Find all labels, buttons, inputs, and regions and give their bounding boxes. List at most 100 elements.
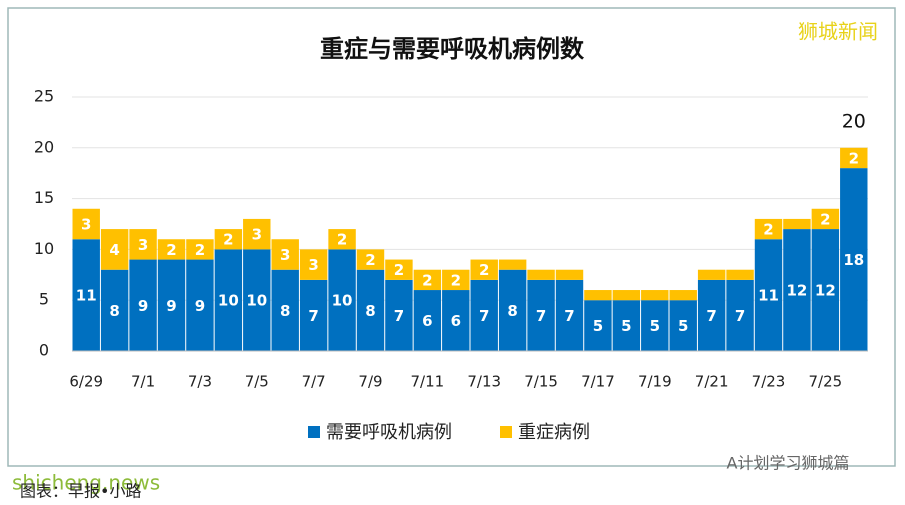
data-label: 9 [138,297,148,315]
bar-segment [726,279,754,351]
data-label: 3 [138,236,148,254]
bar-segment [697,279,726,351]
bar-segment [669,290,697,301]
x-tick-label: 7/15 [524,373,558,391]
data-label: 3 [81,216,91,234]
bar-segment [697,269,726,280]
bar-segment [840,168,868,351]
bar-segment [555,269,584,280]
bar-segment [271,239,299,270]
data-label: 8 [507,302,517,320]
bar-segment [271,269,299,351]
bar-segment [498,269,527,351]
bar-segment [470,279,498,351]
bar-segment [186,259,214,351]
data-label: 7 [564,307,574,325]
data-label: 4 [109,241,119,259]
data-label: 2 [763,221,773,239]
data-label: 12 [815,282,836,300]
data-label: 8 [109,302,119,320]
bar-segment [356,249,385,270]
bar-segment [783,229,811,351]
bar-segment [72,239,100,351]
data-label: 6 [422,312,432,330]
data-label: 7 [479,307,489,325]
bar-segment [299,249,328,280]
data-label: 2 [394,261,404,279]
legend-swatch [500,426,512,438]
y-tick-label: 10 [34,239,54,258]
data-label: 10 [218,292,239,310]
data-label: 2 [849,149,859,167]
bar-segment [442,290,470,351]
data-label: 2 [451,271,461,289]
caption: 图表：早报•小路 [20,482,141,501]
data-label: 2 [479,261,489,279]
watermark: A计划学习狮城篇 [727,454,850,473]
data-label: 2 [195,241,205,259]
data-label: 18 [843,251,864,269]
bar-segment [214,249,243,351]
bar-segment [811,208,840,230]
x-tick-label: 7/7 [302,373,326,391]
data-label: 2 [820,210,830,228]
bar-segment [129,259,157,351]
data-label: 8 [280,302,290,320]
data-label: 5 [678,317,688,335]
data-label: 2 [166,241,176,259]
bar-segment [243,218,271,250]
bar-segment [413,290,442,351]
bar-segment [811,229,840,351]
data-label: 7 [536,307,546,325]
bar-segment [726,269,754,280]
x-tick-label: 6/29 [69,373,103,391]
data-label: 9 [195,297,205,315]
data-label: 12 [786,282,807,300]
data-label: 7 [308,307,318,325]
data-label: 2 [223,231,233,249]
bar-segment [157,259,186,351]
x-tick-label: 7/9 [358,373,382,391]
data-label: 5 [593,317,603,335]
x-tick-label: 7/25 [809,373,843,391]
y-tick-label: 20 [34,137,54,156]
x-tick-label: 7/3 [188,373,212,391]
bar-segment [584,290,612,301]
data-label: 7 [735,307,745,325]
data-label: 3 [308,256,318,274]
bar-segment [498,259,527,270]
bar-segment [243,249,271,351]
data-label: 11 [76,287,97,305]
data-label: 2 [337,231,347,249]
data-label: 9 [166,297,176,315]
x-tick-label: 7/21 [695,373,729,391]
bar-segment [328,229,356,250]
y-tick-label: 5 [39,290,49,309]
bar-segment [527,269,555,280]
bar-segment [470,259,498,280]
bar-segment [186,239,214,260]
legend-swatch [308,426,320,438]
bar-segment [754,218,783,240]
bar-segment [214,229,243,250]
bar-segment [754,239,783,351]
y-tick-label: 15 [34,188,54,207]
data-label: 7 [706,307,716,325]
x-tick-label: 7/1 [131,373,155,391]
data-label: 5 [650,317,660,335]
data-label: 8 [365,302,375,320]
x-tick-label: 7/5 [245,373,269,391]
x-tick-label: 7/17 [581,373,615,391]
data-label: 5 [621,317,631,335]
watermark: 狮城新闻 [798,20,878,44]
legend-label: 重症病例 [518,422,590,443]
bar-segment [129,229,157,260]
data-label: 3 [252,226,262,244]
bar-segment [328,249,356,351]
data-label: 2 [365,251,375,269]
bar-segment [555,279,584,351]
data-label: 10 [332,292,353,310]
bar-segment [442,269,470,291]
bar-segment [612,300,641,351]
